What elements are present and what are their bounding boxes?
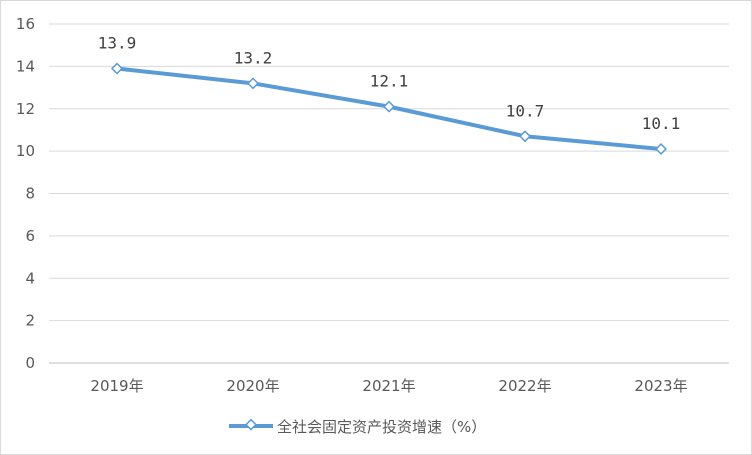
data-point-marker (110, 62, 124, 75)
data-label: 13.2 (234, 48, 273, 67)
legend: 全社会固定资产投资增速（%） (229, 418, 486, 436)
y-tick-label: 6 (25, 227, 35, 245)
y-tick-label: 2 (25, 312, 35, 330)
y-axis-ticks: 0 2 4 6 8 10 12 14 16 (16, 15, 35, 372)
data-label: 13.9 (98, 33, 137, 52)
x-tick-label: 2019年 (90, 377, 143, 395)
y-tick-label: 12 (16, 100, 35, 118)
x-tick-label: 2021年 (362, 377, 415, 395)
y-tick-label: 14 (16, 57, 35, 75)
x-tick-label: 2023年 (634, 377, 687, 395)
y-tick-label: 8 (25, 185, 35, 203)
gridlines (49, 23, 729, 364)
legend-label: 全社会固定资产投资增速（%） (277, 418, 486, 436)
data-label: 12.1 (370, 72, 409, 91)
data-point-marker (382, 100, 396, 113)
y-tick-label: 0 (25, 354, 35, 372)
x-axis-ticks: 2019年 2020年 2021年 2022年 2023年 (90, 377, 687, 395)
data-point-marker (518, 130, 532, 143)
y-tick-label: 4 (25, 269, 35, 287)
series-group (110, 62, 668, 156)
data-labels: 13.9 13.2 12.1 10.7 10.1 (98, 33, 681, 133)
x-tick-label: 2022年 (498, 377, 551, 395)
data-label: 10.1 (642, 114, 681, 133)
y-tick-label: 10 (16, 142, 35, 160)
legend-marker-icon (244, 418, 258, 431)
y-tick-label: 16 (16, 15, 35, 33)
x-tick-label: 2020年 (226, 377, 279, 395)
data-point-marker (654, 142, 668, 156)
data-point-marker (246, 77, 260, 90)
data-label: 10.7 (506, 101, 545, 120)
